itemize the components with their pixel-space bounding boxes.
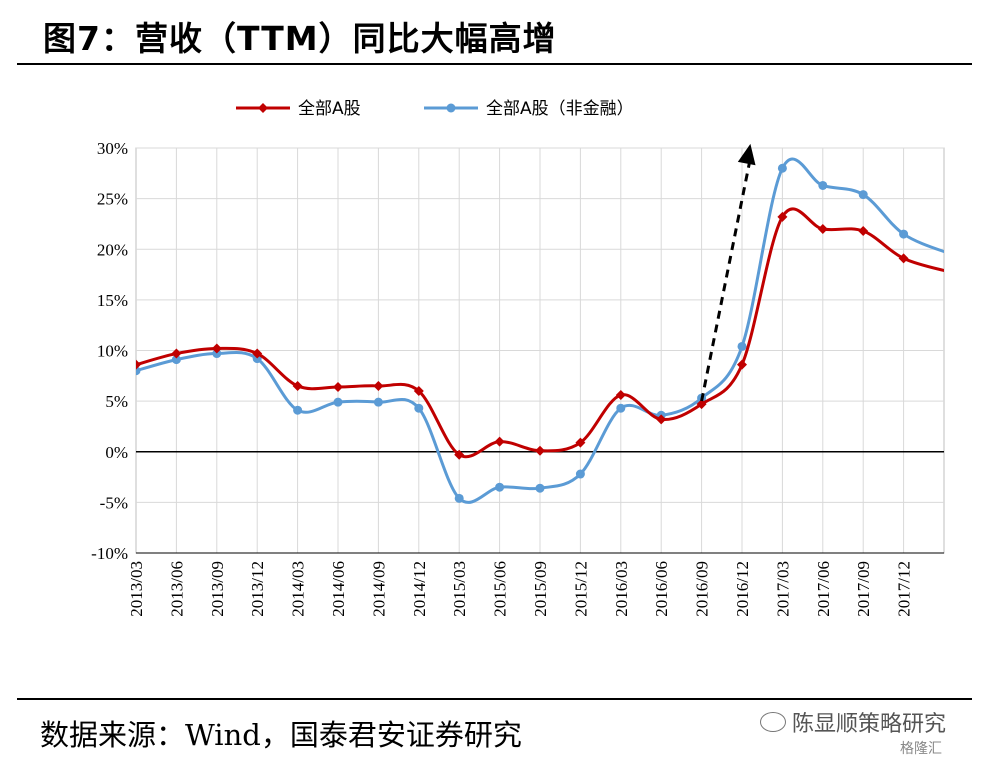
data-point [333, 381, 343, 392]
data-point [858, 190, 868, 200]
data-point [171, 348, 182, 359]
data-point [292, 380, 303, 391]
series-group [136, 207, 944, 460]
legend-marker [446, 103, 456, 113]
data-point [252, 348, 263, 359]
wechat-icon [760, 712, 786, 732]
data-point [615, 390, 626, 401]
data-point [494, 436, 505, 447]
x-tick-label: 2017/06 [814, 561, 833, 617]
chart: 30% 25% 20% 15% 10% 5% 0% -5% -10%2013/03 2013/06… [91, 99, 945, 617]
data-point [818, 180, 828, 190]
watermark-brand: 格隆汇 [900, 741, 942, 757]
data-point [136, 359, 141, 370]
source-divider [17, 698, 972, 700]
data-point [495, 482, 505, 492]
y-tick-label: 5% [105, 392, 128, 411]
series-line [136, 157, 944, 504]
data-point [454, 493, 464, 503]
y-tick-label: 15% [97, 291, 128, 310]
data-point [575, 469, 585, 479]
data-point [616, 403, 626, 413]
data-point [535, 445, 545, 456]
data-point [898, 253, 909, 264]
x-tick-label: 2013/09 [208, 561, 227, 617]
data-point [575, 437, 586, 448]
series-line [136, 207, 944, 459]
data-point [171, 355, 181, 365]
data-point [737, 359, 747, 370]
x-tick-label: 2013/03 [127, 561, 146, 617]
data-point [817, 224, 828, 234]
chart-axes: 30% 25% 20% 15% 10% 5% 0% -5% -10%2013/03 2013/06… [91, 139, 944, 617]
page-title: 图7：营收（TTM）同比大幅高增 [43, 19, 557, 58]
x-tick-label: 2015/09 [531, 561, 550, 617]
x-tick-label: 2015/12 [571, 561, 590, 617]
x-tick-label: 2013/06 [167, 561, 186, 617]
data-point [899, 229, 909, 239]
data-point [413, 386, 424, 396]
watermark: 陈显顺策略研究 [760, 706, 946, 738]
x-tick-label: 2016/06 [652, 561, 671, 617]
data-point [777, 163, 787, 173]
data-point [293, 405, 303, 415]
y-tick-label: 30% [97, 139, 128, 158]
data-point [858, 226, 869, 237]
x-tick-label: 2013/12 [248, 561, 267, 617]
data-point [373, 397, 383, 407]
annotation-arrow-head [737, 143, 756, 166]
data-point [414, 403, 424, 413]
chart-legend: 全部A股 全部A股（非金融） [236, 99, 634, 119]
x-tick-label: 2016/03 [612, 561, 631, 617]
x-tick-label: 2015/03 [450, 561, 469, 617]
data-point [212, 349, 222, 359]
y-tick-label: 20% [97, 240, 128, 259]
chart-annotation [700, 143, 756, 402]
legend-label: 全部A股 [298, 99, 361, 119]
data-point [373, 380, 384, 391]
data-point [656, 414, 667, 425]
x-tick-label: 2015/06 [491, 561, 510, 617]
y-tick-label: 10% [97, 342, 128, 361]
x-tick-label: 2017/09 [854, 561, 873, 617]
data-point [454, 449, 465, 460]
title-divider [17, 63, 972, 65]
x-tick-label: 2014/09 [369, 561, 388, 617]
y-tick-label: -5% [100, 493, 128, 512]
data-point [333, 397, 343, 407]
chart-series [136, 157, 944, 504]
x-tick-label: 2014/06 [329, 561, 348, 617]
y-tick-label: 0% [105, 443, 128, 462]
data-point [777, 211, 788, 222]
data-point [696, 399, 707, 410]
y-tick-label: -10% [91, 544, 128, 563]
x-tick-label: 2016/09 [693, 561, 712, 617]
legend-marker [258, 103, 268, 113]
data-point [211, 343, 222, 354]
y-tick-label: 25% [97, 190, 128, 209]
x-tick-label: 2017/03 [773, 561, 792, 617]
x-tick-label: 2017/12 [895, 561, 914, 617]
data-point [535, 483, 545, 493]
watermark-text: 陈显顺策略研究 [792, 712, 947, 737]
legend-label: 全部A股（非金融） [486, 99, 634, 119]
x-tick-label: 2014/12 [410, 561, 429, 617]
x-tick-label: 2014/03 [289, 561, 308, 617]
source-note: 数据来源：Wind，国泰君安证券研究 [40, 718, 522, 752]
data-point [737, 341, 747, 351]
x-tick-label: 2016/12 [733, 561, 752, 617]
series-group [136, 157, 944, 504]
